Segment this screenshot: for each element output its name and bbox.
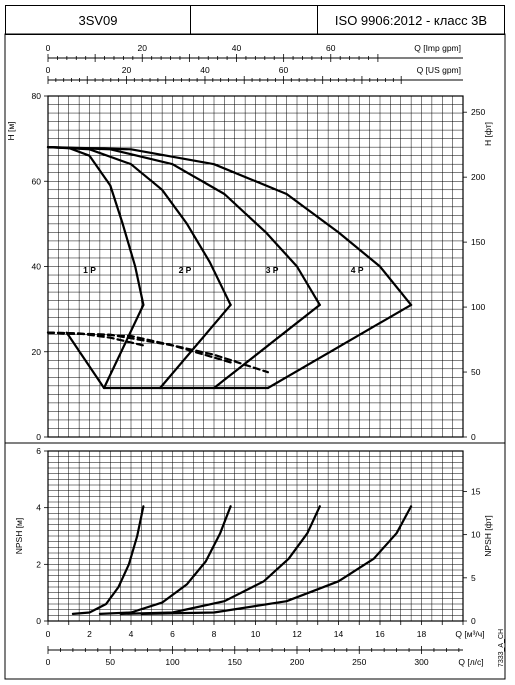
npsh-left-tick-label: 6	[36, 446, 41, 456]
head-efficiency-segment	[159, 303, 232, 390]
us-gpm-tick-label: 60	[279, 65, 289, 75]
npsh-left-tick-label: 2	[36, 559, 41, 569]
ls-axis-tick-label: 250	[352, 657, 366, 667]
head-right-tick-label: 0	[471, 432, 476, 442]
x-axis-tick-label: 16	[375, 629, 385, 639]
head-left-tick-label: 80	[32, 91, 42, 101]
npsh-left-tick-label: 4	[36, 503, 41, 513]
head-curve-label: 4 P	[351, 265, 364, 275]
us-gpm-tick-label: 40	[200, 65, 210, 75]
npsh-right-tick-label: 0	[471, 616, 476, 626]
head-curve-label: 2 P	[179, 265, 192, 275]
ls-axis-tick-label: 150	[228, 657, 242, 667]
x-axis-tick-label: 4	[129, 629, 134, 639]
npsh-y-right-label: NPSH [фт]	[483, 515, 493, 556]
x-axis-label: Q [м³/ч]	[455, 629, 484, 639]
head-efficiency-segment	[266, 303, 413, 390]
head-series-1p	[46, 146, 145, 306]
imp-gpm-axis-label: Q [Imp gpm]	[414, 43, 461, 53]
x-axis-tick-label: 12	[292, 629, 302, 639]
npsh-right-tick-label: 5	[471, 573, 476, 583]
head-grid	[48, 96, 463, 437]
npsh-y-left-label: NPSH [м]	[14, 518, 24, 555]
head-curve-label: 3 P	[266, 265, 279, 275]
npsh-series-3p	[119, 505, 321, 615]
head-left-tick-label: 20	[32, 347, 42, 357]
us-gpm-tick-label: 0	[46, 65, 51, 75]
drawing-code: 7333_A_CH	[498, 629, 505, 667]
head-right-tick-label: 100	[471, 302, 485, 312]
head-series-3p	[46, 146, 321, 306]
ls-axis-label: Q [л/с]	[458, 657, 483, 667]
head-left-tick-label: 0	[36, 432, 41, 442]
head-right-tick-label: 250	[471, 107, 485, 117]
imp-gpm-tick-label: 60	[326, 43, 336, 53]
model-title-text: 3SV09	[78, 12, 118, 28]
head-efficiency-segment	[212, 303, 321, 390]
us-gpm-axis-label: Q [US gpm]	[417, 65, 461, 75]
head-right-tick-label: 150	[471, 237, 485, 247]
npsh-right-tick-label: 15	[471, 486, 481, 496]
x-axis-tick-label: 18	[417, 629, 427, 639]
npsh-series-1p	[71, 505, 145, 615]
ls-axis-tick-label: 300	[414, 657, 428, 667]
x-axis-tick-label: 0	[46, 629, 51, 639]
x-axis-tick-label: 14	[334, 629, 344, 639]
head-series-4p	[46, 146, 413, 306]
x-axis-tick-label: 2	[87, 629, 92, 639]
standard-title-text: ISO 9906:2012 - класс 3B	[334, 12, 488, 28]
x-axis-tick-label: 8	[212, 629, 217, 639]
head-dashed-curve	[46, 331, 269, 374]
x-axis-tick-label: 10	[251, 629, 261, 639]
outer-frame	[4, 33, 506, 680]
imp-gpm-tick-label: 20	[138, 43, 148, 53]
imp-gpm-tick-label: 40	[232, 43, 242, 53]
head-y-left-label: H [м]	[6, 121, 16, 140]
head-efficiency-segment	[102, 303, 145, 390]
us-gpm-tick-label: 20	[122, 65, 132, 75]
npsh-left-tick-label: 0	[36, 616, 41, 626]
head-right-tick-label: 200	[471, 172, 485, 182]
head-right-tick-label: 50	[471, 367, 481, 377]
ls-axis-tick-label: 100	[165, 657, 179, 667]
ls-axis-tick-label: 200	[290, 657, 304, 667]
x-axis-tick-label: 6	[170, 629, 175, 639]
npsh-grid	[48, 451, 463, 621]
imp-gpm-tick-label: 0	[46, 43, 51, 53]
npsh-series-2p	[98, 505, 232, 615]
ls-axis-tick-label: 50	[106, 657, 116, 667]
head-left-tick-label: 40	[32, 262, 42, 272]
ls-axis-tick-label: 0	[46, 657, 51, 667]
head-y-right-label: H [фт]	[483, 122, 493, 146]
npsh-right-tick-label: 10	[471, 530, 481, 540]
npsh-series-4p	[140, 505, 413, 615]
head-left-tick-label: 60	[32, 176, 42, 186]
head-curve-label: 1 P	[83, 265, 96, 275]
